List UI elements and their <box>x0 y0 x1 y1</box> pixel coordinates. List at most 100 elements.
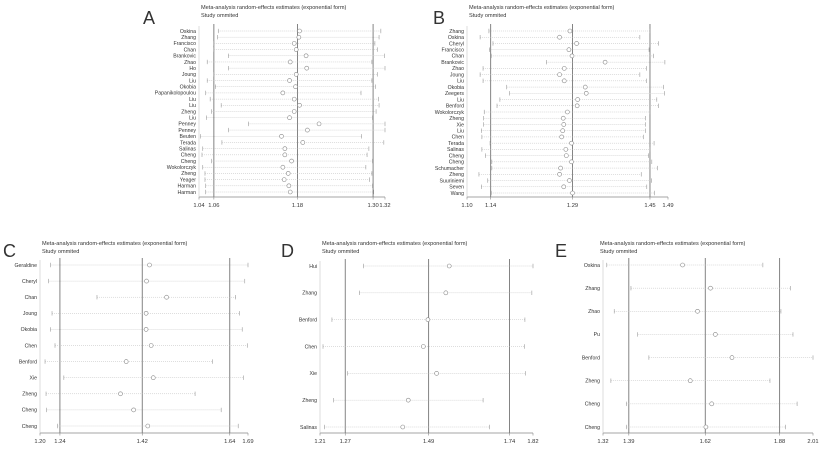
study-label: Seven <box>449 185 464 191</box>
point-estimate <box>164 294 169 300</box>
panel-label: D <box>281 241 294 261</box>
x-tick-label: 1.10 <box>461 203 472 209</box>
study-label: Zheng <box>181 109 196 115</box>
study-label: Cheng <box>585 425 600 431</box>
point-estimate <box>400 424 406 430</box>
study-label: Zhang <box>302 291 317 297</box>
x-tick-label: 1.30 <box>367 203 378 209</box>
point-estimate <box>118 391 123 397</box>
study-label: Joung <box>450 72 464 78</box>
point-estimate <box>687 378 693 384</box>
study-label: Zheng <box>449 116 464 122</box>
point-estimate <box>582 84 588 90</box>
panel-title: Meta-analysis random-effects estimates (… <box>201 5 347 11</box>
point-estimate <box>425 317 431 322</box>
point-estimate <box>282 146 288 151</box>
point-estimate <box>297 103 302 108</box>
panel-title: Meta-analysis random-effects estimates (… <box>42 241 188 247</box>
point-estimate <box>695 308 700 314</box>
point-estimate <box>147 262 152 268</box>
point-estimate <box>558 165 563 171</box>
point-estimate <box>291 109 297 114</box>
point-estimate <box>561 184 567 190</box>
study-label: Chan <box>184 47 197 53</box>
study-label: Geraldine <box>15 263 38 269</box>
study-label: Zheng <box>449 172 464 178</box>
point-estimate <box>287 189 293 195</box>
x-tick-label: 1.18 <box>292 203 303 209</box>
study-label: Oskina <box>448 35 464 41</box>
study-label: Chen <box>452 135 465 141</box>
point-estimate <box>574 103 580 109</box>
study-label: Francisco <box>442 47 465 53</box>
point-estimate <box>300 140 306 145</box>
study-label: Zhao <box>184 60 196 66</box>
study-label: Liu <box>457 128 464 134</box>
study-label: Zheng <box>302 398 317 404</box>
study-label: Cheng <box>449 160 464 166</box>
study-label: Yeager <box>180 177 197 183</box>
point-estimate <box>282 152 288 158</box>
study-label: Zhang <box>181 35 196 41</box>
study-label: Benford <box>582 355 600 361</box>
study-label: Liu <box>189 115 196 121</box>
point-estimate <box>280 164 286 170</box>
panel-subtitle: Study ommited <box>322 249 359 255</box>
point-estimate <box>148 343 154 348</box>
study-label: Xie <box>310 371 318 377</box>
point-estimate <box>560 128 566 133</box>
forest-panel-b: B Meta-analysis random-effects estimates … <box>433 5 674 209</box>
study-label: Ho <box>189 66 196 72</box>
x-tick-label: 1.42 <box>137 439 148 445</box>
point-estimate <box>565 109 570 115</box>
panel-subtitle: Study ommited <box>42 249 79 255</box>
point-estimate <box>304 65 310 71</box>
point-estimate <box>143 327 149 332</box>
point-estimate <box>443 290 449 296</box>
point-estimate <box>567 28 573 34</box>
study-label: Chan <box>25 295 38 301</box>
panel-title: Meta-analysis random-effects estimates (… <box>322 241 468 247</box>
study-label: Cheng <box>22 424 37 430</box>
x-tick-label: 1.39 <box>623 439 634 445</box>
study-label: Wokolorczyk <box>435 110 465 116</box>
study-label: Harman <box>178 184 197 190</box>
point-estimate <box>680 262 685 268</box>
point-estimate <box>563 147 569 152</box>
study-label: Cheryl <box>449 41 464 47</box>
point-estimate <box>446 263 452 269</box>
panel-subtitle: Study ommited <box>201 13 238 19</box>
point-estimate <box>143 310 149 316</box>
point-estimate <box>557 72 562 77</box>
x-tick-label: 1.69 <box>242 439 253 445</box>
study-label: Cheng <box>585 402 600 408</box>
point-estimate <box>569 159 574 165</box>
point-estimate <box>564 153 569 158</box>
study-label: Wokolorczyk <box>167 165 197 171</box>
study-label: Xie <box>457 122 465 128</box>
study-label: Liu <box>189 97 196 103</box>
point-estimate <box>286 183 292 189</box>
x-tick-label: 2.01 <box>807 439 818 445</box>
study-label: Zeegers <box>445 91 464 97</box>
study-label: Benford <box>19 359 37 365</box>
point-estimate <box>316 121 322 127</box>
study-label: Terada <box>180 140 196 146</box>
study-label: Penney <box>178 122 196 128</box>
study-label: Terada <box>448 141 464 147</box>
point-estimate <box>297 28 302 34</box>
study-label: Francisco <box>174 41 197 47</box>
point-estimate <box>729 355 735 360</box>
point-estimate <box>421 344 426 349</box>
study-label: Brankovic <box>173 54 196 60</box>
study-label: Joung <box>23 311 37 317</box>
point-estimate <box>575 97 580 102</box>
point-estimate <box>287 78 292 83</box>
x-tick-label: 1.45 <box>644 203 655 209</box>
point-estimate <box>567 178 572 183</box>
point-estimate <box>285 171 291 176</box>
panel-label: C <box>3 241 16 261</box>
x-tick-label: 1.32 <box>597 439 608 445</box>
point-estimate <box>602 59 608 65</box>
study-label: Okobia <box>180 85 197 91</box>
